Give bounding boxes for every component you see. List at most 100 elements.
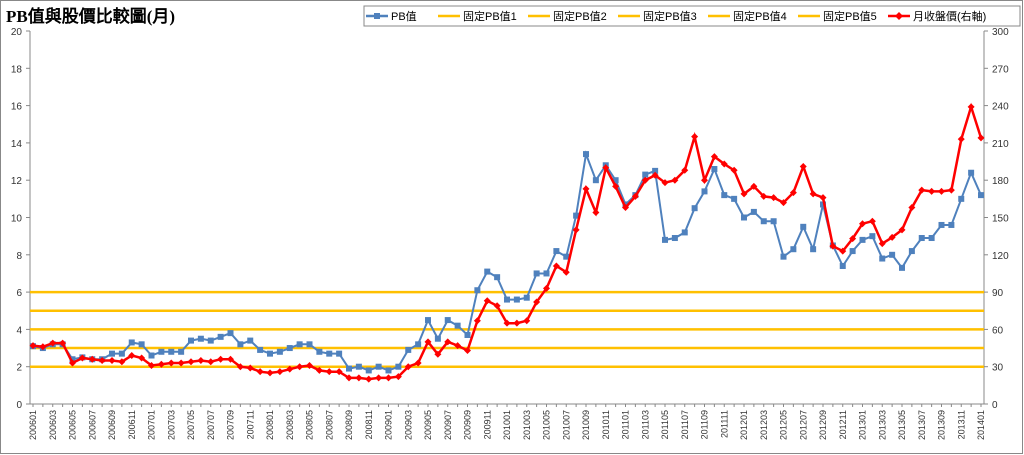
- pb-point: [533, 270, 540, 277]
- right-tick-label: 210: [992, 139, 1009, 150]
- legend-label: 月收盤價(右軸): [913, 9, 986, 23]
- pb-point: [849, 248, 856, 255]
- price-point: [148, 361, 155, 369]
- price-point: [957, 135, 965, 143]
- left-tick-label: 6: [16, 288, 22, 299]
- price-point: [325, 368, 333, 376]
- price-point: [602, 164, 610, 172]
- price-point: [493, 302, 501, 310]
- pb-point: [109, 350, 115, 357]
- right-tick-label: 60: [992, 325, 1004, 336]
- pb-point: [770, 218, 777, 225]
- right-tick-label: 30: [992, 363, 1004, 374]
- pb-point: [267, 350, 273, 357]
- x-tick-label: 200803: [285, 410, 295, 440]
- right-tick-label: 0: [992, 400, 998, 411]
- x-tick-label: 201109: [700, 410, 710, 439]
- x-tick-label: 201101: [621, 410, 631, 439]
- pb-point: [247, 337, 254, 344]
- pb-point: [474, 287, 481, 294]
- price-point: [523, 317, 531, 325]
- price-point: [543, 284, 550, 292]
- pb-point: [652, 167, 659, 174]
- pb-point: [148, 352, 155, 359]
- pb-point: [128, 339, 135, 346]
- x-tick-label: 200603: [48, 410, 58, 440]
- pb-point: [296, 341, 303, 348]
- price-point: [839, 247, 847, 255]
- pb-point: [859, 236, 866, 243]
- x-tick-label: 201307: [917, 410, 927, 440]
- pb-point: [158, 348, 165, 355]
- price-point: [157, 360, 165, 368]
- price-point: [740, 190, 748, 198]
- price-point: [69, 359, 76, 367]
- pb-point: [908, 248, 915, 255]
- pb-point: [237, 341, 244, 348]
- x-tick-label: 201009: [581, 410, 591, 440]
- price-point: [760, 192, 768, 200]
- price-point: [622, 204, 629, 212]
- x-tick-label: 201205: [779, 410, 789, 440]
- legend-marker-square: [374, 13, 380, 19]
- price-point: [829, 242, 837, 250]
- legend-label: 固定PB值5: [823, 9, 877, 23]
- price-point: [612, 182, 620, 190]
- pb-point: [415, 341, 422, 348]
- price-point: [227, 355, 234, 363]
- price-point: [167, 359, 175, 367]
- x-tick-label: 200907: [443, 410, 453, 440]
- price-point: [454, 342, 462, 350]
- price-point: [701, 176, 708, 184]
- x-tick-label: 201309: [937, 410, 947, 440]
- right-tick-label: 120: [992, 251, 1009, 262]
- x-tick-label: 201211: [838, 410, 848, 439]
- left-tick-label: 2: [16, 363, 22, 374]
- price-point: [859, 220, 866, 228]
- pb-point: [326, 350, 333, 357]
- price-point: [365, 375, 373, 383]
- price-point: [197, 356, 205, 364]
- pb-point: [800, 223, 807, 230]
- pb-point: [306, 341, 313, 348]
- left-tick-label: 16: [11, 102, 23, 113]
- price-point: [720, 160, 728, 168]
- pb-point: [523, 294, 530, 301]
- price-point: [977, 134, 985, 142]
- x-tick-label: 200901: [384, 410, 394, 440]
- right-tick-label: 240: [992, 102, 1009, 113]
- pb-point: [790, 246, 797, 253]
- price-point: [878, 240, 886, 248]
- pb-point: [316, 348, 323, 355]
- x-axis: 200601 200603 200605 200607 200609 200611 2007…: [28, 403, 986, 440]
- pb-point: [938, 221, 945, 228]
- pb-point: [721, 192, 728, 199]
- pb-point: [276, 348, 283, 355]
- price-point: [335, 368, 343, 376]
- left-tick-label: 8: [16, 251, 22, 262]
- price-point: [483, 297, 491, 305]
- price-point: [108, 356, 116, 364]
- x-tick-label: 201303: [877, 410, 887, 440]
- pb-point: [257, 346, 264, 353]
- x-tick-label: 200911: [482, 410, 492, 439]
- price-point: [849, 235, 857, 243]
- pb-point: [820, 201, 826, 208]
- price-point: [661, 179, 669, 187]
- x-tick-label: 200605: [68, 410, 78, 440]
- pb-point: [484, 268, 491, 275]
- pb-point: [583, 151, 589, 158]
- price-point: [641, 176, 649, 184]
- pb-point: [612, 177, 619, 184]
- right-tick-label: 180: [992, 176, 1009, 187]
- price-point: [799, 163, 807, 171]
- pb-point: [188, 337, 194, 344]
- price-point: [819, 194, 827, 202]
- price-point: [315, 366, 323, 374]
- price-point: [296, 363, 304, 371]
- pb-point: [504, 296, 510, 303]
- price-point: [770, 194, 778, 202]
- price-point: [345, 374, 353, 382]
- legend: PB值 固定PB值1 固定PB值2 固定PB值3 固定PB值4 固定PB值5 月收盤價(右軸…: [363, 5, 1021, 27]
- pb-point: [780, 253, 787, 260]
